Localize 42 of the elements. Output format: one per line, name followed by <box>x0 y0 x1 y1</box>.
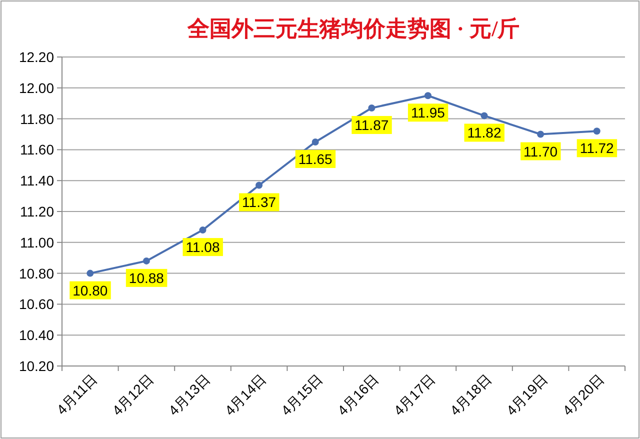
data-label: 11.08 <box>186 239 220 256</box>
x-tick-label: 4月12日 <box>108 370 157 418</box>
y-tick-label: 10.20 <box>18 358 54 374</box>
point <box>142 257 150 264</box>
x-tick-label: 4月15日 <box>278 370 326 418</box>
point <box>424 92 432 100</box>
chart-title: 全国外三元生猪均价走势图 · 元/斤 <box>186 16 520 41</box>
x-tick-label: 4月16日 <box>334 370 382 418</box>
data-label: 11.87 <box>354 116 389 133</box>
point <box>537 130 544 138</box>
x-tick-label: 4月14日 <box>222 370 270 418</box>
y-tick-label: 11.20 <box>20 204 54 220</box>
point <box>593 128 600 135</box>
x-tick-label: 4月17日 <box>390 370 438 418</box>
point <box>368 104 376 112</box>
x-tick-label: 4月18日 <box>446 370 494 418</box>
data-label: 11.70 <box>524 143 558 160</box>
point <box>199 226 206 234</box>
point <box>480 112 488 120</box>
y-tick-label: 11.00 <box>20 234 54 250</box>
point <box>256 182 263 189</box>
y-tick-label: 10.60 <box>18 296 54 312</box>
x-tick-label: 4月11日 <box>53 370 100 418</box>
point <box>86 270 94 277</box>
y-tick-label: 11.80 <box>20 110 54 127</box>
y-tick-label: 10.80 <box>18 265 54 282</box>
x-tick-label: 4月20日 <box>559 370 607 418</box>
x-tick-label: 4月13日 <box>165 370 213 418</box>
y-tick-label: 11.60 <box>20 142 54 158</box>
data-label: 11.37 <box>242 194 276 210</box>
y-tick-label: 12.00 <box>18 80 54 96</box>
data-label: 11.95 <box>410 104 446 121</box>
data-label: 10.88 <box>128 270 164 286</box>
data-label: 11.82 <box>467 124 502 141</box>
data-label: 10.80 <box>72 282 108 298</box>
y-tick-label: 11.40 <box>20 172 54 189</box>
x-tick-label: 4月19日 <box>503 370 551 418</box>
y-tick-label: 12.20 <box>18 49 54 65</box>
data-label: 11.65 <box>298 150 333 167</box>
data-label: 11.72 <box>580 140 614 156</box>
point <box>312 138 319 146</box>
y-tick-label: 10.40 <box>18 327 54 344</box>
